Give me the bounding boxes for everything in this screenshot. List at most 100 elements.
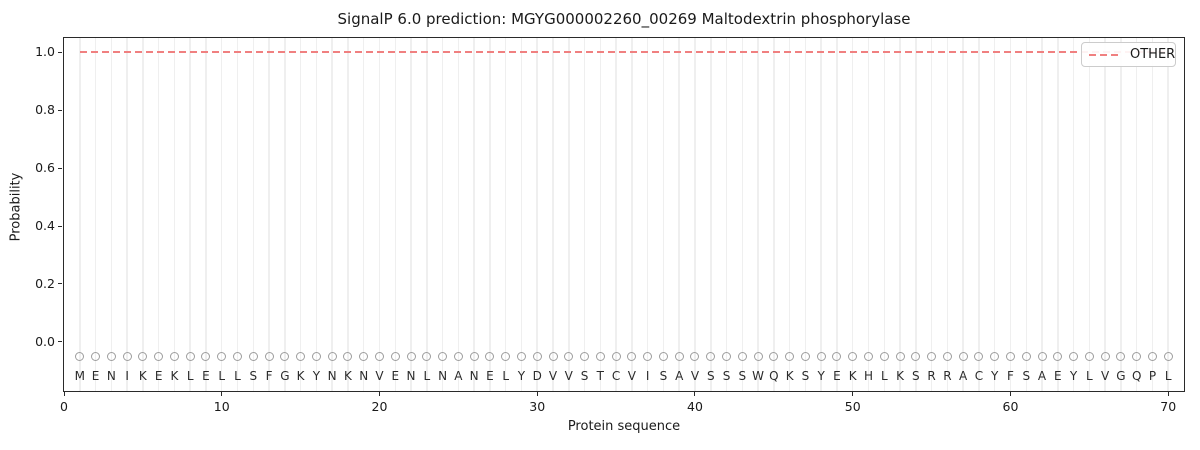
residue-marker-circle <box>1132 352 1142 362</box>
residue-marker-circle <box>406 352 416 362</box>
residue-letter: S <box>580 368 589 383</box>
gridline <box>804 38 807 391</box>
gridline <box>252 38 255 391</box>
residue-marker-circle <box>296 352 306 362</box>
residue-letter: S <box>801 368 810 383</box>
residue-marker-circle <box>469 352 479 362</box>
gridline <box>820 38 822 391</box>
gridline <box>851 38 854 391</box>
gridline <box>1120 38 1122 391</box>
residue-marker-circle <box>895 352 905 362</box>
residue-letter: S <box>249 368 258 383</box>
gridline <box>867 38 870 391</box>
gridline <box>473 38 475 391</box>
gridline <box>899 38 901 391</box>
residue-marker-circle <box>1037 352 1047 362</box>
residue-letter: N <box>106 368 116 383</box>
residue-marker-circle <box>848 352 858 362</box>
residue-marker-circle <box>879 352 889 362</box>
residue-letter: L <box>502 368 510 383</box>
gridline <box>1167 38 1169 391</box>
residue-marker-circle <box>643 352 653 362</box>
residue-marker-circle <box>438 352 448 362</box>
residue-letter: E <box>91 368 100 383</box>
residue-letter: E <box>202 368 210 383</box>
residue-letter: S <box>722 368 731 383</box>
residue-letter: V <box>564 368 573 383</box>
x-tick-label: 70 <box>1160 399 1177 414</box>
gridline <box>457 38 460 391</box>
residue-marker-circle <box>169 352 179 362</box>
gridline <box>1135 38 1138 391</box>
gridline <box>79 38 81 391</box>
residue-letter: F <box>1007 368 1014 383</box>
y-tick-label: 0.8 <box>35 102 55 118</box>
gridline <box>110 38 113 391</box>
residue-letter: Y <box>817 368 825 383</box>
y-tick-label: 0.4 <box>35 218 55 234</box>
gridline <box>220 38 223 391</box>
gridline <box>315 38 318 391</box>
x-tick-mark <box>1009 392 1011 396</box>
residue-marker-circle <box>217 352 227 362</box>
residue-letter: L <box>1164 368 1172 383</box>
residue-marker-circle <box>722 352 732 362</box>
residue-marker-circle <box>832 352 842 362</box>
gridline <box>536 38 538 391</box>
residue-marker-circle <box>485 352 495 362</box>
residue-marker-circle <box>1084 352 1094 362</box>
gridline <box>1104 38 1106 391</box>
residue-marker-circle <box>122 352 132 362</box>
residue-marker-circle <box>595 352 605 362</box>
residue-letter: S <box>912 368 920 383</box>
gridline <box>284 38 286 391</box>
residue-marker-circle <box>532 352 542 362</box>
residue-letter: C <box>611 368 621 383</box>
residue-letter: V <box>548 368 558 383</box>
x-tick-label: 0 <box>60 399 68 414</box>
gridline <box>725 38 728 391</box>
gridline <box>978 38 980 391</box>
gridline <box>836 38 838 391</box>
residue-marker-circle <box>1163 352 1173 362</box>
gridline <box>504 38 507 391</box>
residue-marker-circle <box>800 352 810 362</box>
x-tick-mark <box>694 392 696 396</box>
residue-letter: W <box>752 368 765 383</box>
gridline <box>1072 38 1075 391</box>
residue-marker-circle <box>233 352 243 362</box>
residue-marker-circle <box>280 352 290 362</box>
residue-marker-circle <box>958 352 968 362</box>
residue-letter: S <box>706 368 715 383</box>
residue-letter: F <box>265 368 273 383</box>
gridline <box>268 38 270 391</box>
residue-letter: A <box>454 368 463 383</box>
gridline <box>788 38 791 391</box>
gridline <box>568 38 570 391</box>
x-tick-label: 10 <box>213 399 230 414</box>
residue-marker-circle <box>785 352 795 362</box>
gridline <box>930 38 933 391</box>
y-tick-label: 1.0 <box>35 44 55 60</box>
residue-marker-circle <box>91 352 101 362</box>
residue-marker-circle <box>1021 352 1031 362</box>
gridline <box>915 38 917 391</box>
residue-letter: Y <box>991 368 999 383</box>
residue-marker-circle <box>374 352 384 362</box>
residue-letter: V <box>627 368 636 383</box>
gridline <box>615 38 617 391</box>
residue-marker-circle <box>864 352 873 362</box>
residue-marker-circle <box>248 352 258 362</box>
residue-letter: A <box>959 368 968 383</box>
y-tick-mark <box>58 341 62 343</box>
residue-letter: V <box>690 368 700 383</box>
residue-letter: E <box>833 368 841 383</box>
residue-letter: L <box>1086 368 1093 383</box>
residue-marker-circle <box>580 352 590 362</box>
x-tick-mark <box>536 392 538 396</box>
gridline <box>299 38 302 391</box>
gridline <box>741 38 744 391</box>
residue-marker-circle <box>548 352 558 362</box>
residue-letter: Y <box>517 368 526 383</box>
